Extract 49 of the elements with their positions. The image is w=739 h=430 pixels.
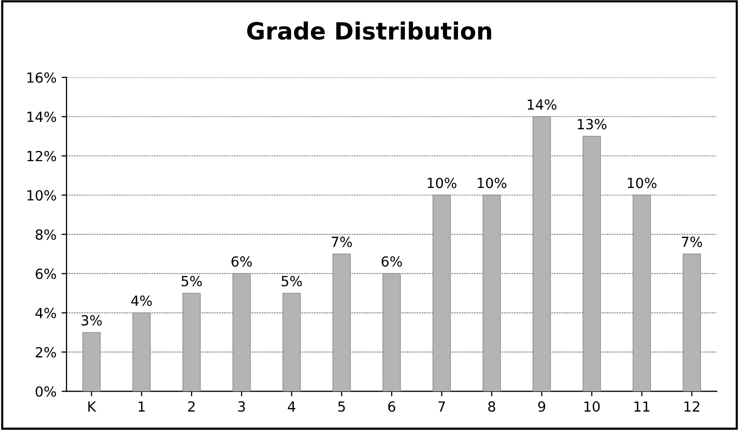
y-tick-label: 2%	[36, 347, 56, 358]
x-tick-label: K	[88, 401, 96, 412]
data-label: 10%	[628, 178, 656, 188]
data-label: 6%	[382, 256, 402, 267]
data-label: 7%	[332, 236, 352, 248]
y-tick-label: 8%	[36, 229, 56, 240]
bar	[332, 254, 351, 392]
data-label: 6%	[232, 256, 252, 267]
y-tick-label: 10%	[27, 190, 56, 201]
x-tick-label: 9	[538, 401, 546, 412]
bar	[532, 116, 551, 392]
data-label: 13%	[578, 118, 606, 130]
x-tick-label: 6	[388, 401, 396, 412]
x-tick-label: 7	[438, 401, 445, 412]
y-tick-label: 14%	[27, 112, 56, 122]
bar	[232, 273, 251, 392]
bar	[432, 194, 451, 392]
bar	[682, 254, 701, 392]
x-tick-label: 12	[684, 401, 700, 412]
data-label: 7%	[682, 236, 702, 248]
y-tick-label: 6%	[36, 268, 56, 280]
chart-title: Grade Distribution	[247, 22, 492, 40]
bar	[132, 312, 151, 392]
data-label: 14%	[528, 99, 556, 110]
x-tick-label: 4	[288, 401, 296, 412]
bar	[582, 136, 601, 392]
data-label: 5%	[182, 276, 202, 286]
x-tick-label: 5	[338, 401, 345, 412]
bar	[382, 273, 401, 392]
x-tick-label: 1	[138, 401, 145, 412]
bar	[632, 194, 651, 392]
y-tick-label: 16%	[27, 72, 56, 83]
x-tick-label: 3	[238, 401, 245, 412]
x-tick-label: 2	[188, 401, 195, 412]
bar	[82, 332, 101, 392]
x-tick-label: 11	[634, 401, 650, 412]
bar	[482, 194, 501, 392]
data-label: 10%	[428, 178, 456, 188]
data-label: 4%	[131, 295, 152, 306]
y-tick-label: 0%	[36, 386, 56, 397]
x-tick-label: 10	[584, 401, 600, 412]
data-label: 3%	[82, 315, 102, 326]
bar	[282, 292, 301, 392]
bar	[182, 292, 201, 392]
y-tick-label: 12%	[27, 150, 56, 162]
data-label: 5%	[282, 276, 302, 286]
y-tick-label: 4%	[35, 308, 56, 318]
x-tick-label: 8	[488, 401, 496, 412]
data-label: 10%	[478, 178, 506, 188]
